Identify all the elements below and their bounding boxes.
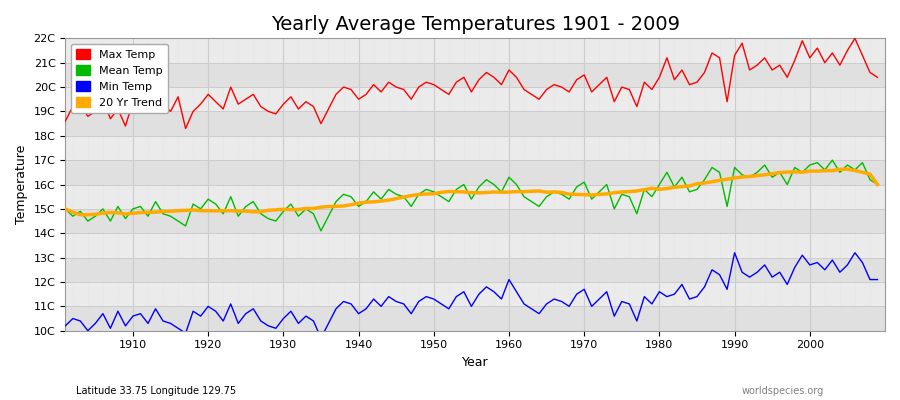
X-axis label: Year: Year xyxy=(462,356,489,369)
Bar xyxy=(66,209,885,233)
Bar xyxy=(66,87,885,112)
Title: Yearly Average Temperatures 1901 - 2009: Yearly Average Temperatures 1901 - 2009 xyxy=(271,15,680,34)
Bar xyxy=(66,63,885,87)
Bar xyxy=(66,306,885,331)
Y-axis label: Temperature: Temperature xyxy=(15,145,28,224)
Text: Latitude 33.75 Longitude 129.75: Latitude 33.75 Longitude 129.75 xyxy=(76,386,237,396)
Legend: Max Temp, Mean Temp, Min Temp, 20 Yr Trend: Max Temp, Mean Temp, Min Temp, 20 Yr Tre… xyxy=(71,44,167,114)
Bar xyxy=(66,160,885,184)
Bar xyxy=(66,184,885,209)
Bar xyxy=(66,233,885,258)
Bar xyxy=(66,38,885,63)
Bar xyxy=(66,112,885,136)
Text: worldspecies.org: worldspecies.org xyxy=(742,386,824,396)
Bar xyxy=(66,282,885,306)
Bar xyxy=(66,136,885,160)
Bar xyxy=(66,258,885,282)
